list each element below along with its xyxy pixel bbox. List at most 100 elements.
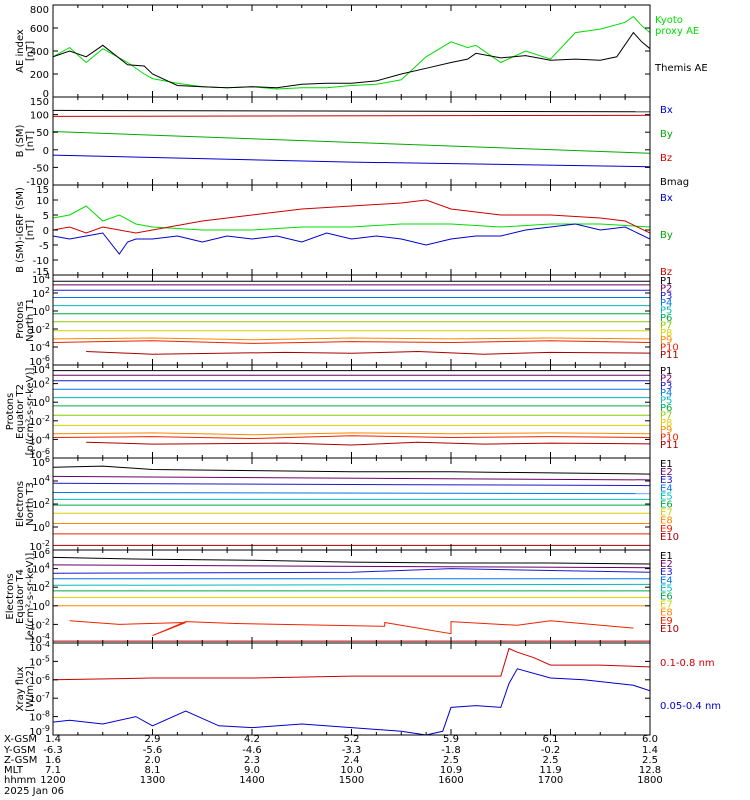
legend-entry: E7 bbox=[660, 600, 673, 611]
y-tick-label: 10-6 bbox=[29, 673, 50, 687]
time-row-value: -5.6 bbox=[143, 745, 163, 756]
legend-entry: P1 bbox=[660, 366, 672, 377]
panel-frame bbox=[52, 549, 651, 644]
y-axis-label: Electrons bbox=[5, 573, 16, 619]
time-row-value: 2.5 bbox=[642, 755, 658, 766]
y-axis-label: [W/m^2] bbox=[25, 666, 36, 712]
series-line-bz bbox=[53, 199, 650, 234]
legend-entry: P1 bbox=[660, 276, 672, 287]
y-tick-label: 100 bbox=[32, 599, 50, 613]
series-group bbox=[53, 647, 650, 735]
y-tick-label: 104 bbox=[32, 362, 50, 376]
panel-xray: 10-910-8 10-7 10-6 10-510-4 Xray flux [W/m^2]… bbox=[15, 640, 721, 738]
legend-entry: P8 bbox=[660, 328, 672, 339]
time-row-value: -1.8 bbox=[441, 745, 461, 756]
time-row-value: 7.1 bbox=[45, 765, 61, 776]
y-tick-label: 10-4 bbox=[29, 340, 50, 354]
time-row-value: 2.9 bbox=[145, 734, 161, 745]
series-line-e2 bbox=[53, 475, 650, 481]
y-tick-label: 150 bbox=[30, 97, 49, 108]
time-row-value: 1500 bbox=[339, 775, 364, 786]
time-row-value: 2.0 bbox=[145, 755, 161, 766]
series-group bbox=[53, 370, 650, 446]
time-row-label: Y-GSM bbox=[3, 745, 36, 756]
time-row-value: 4.2 bbox=[244, 734, 260, 745]
legend-entry: By bbox=[660, 230, 673, 241]
y-tick-label: 10-2 bbox=[29, 414, 50, 428]
series-group bbox=[53, 556, 650, 642]
series-group bbox=[53, 109, 650, 168]
y-tick-label: 106 bbox=[32, 455, 50, 469]
legend-entry: P2 bbox=[660, 283, 672, 294]
y-tick-label: 0 bbox=[43, 226, 49, 237]
legend-entry: E1 bbox=[660, 459, 673, 470]
y-axis-label: [e/(cm²-s-sr-keV)] bbox=[25, 553, 36, 641]
y-axis-label: Equator T4 bbox=[15, 569, 26, 624]
y-tick-label: -10 bbox=[33, 256, 49, 267]
legend-entry: P10 bbox=[660, 343, 679, 354]
legend-entry: P11 bbox=[660, 440, 679, 451]
y-tick-label: 10-4 bbox=[29, 432, 50, 446]
time-row-value: 1.6 bbox=[45, 755, 61, 766]
y-tick-label: 100 bbox=[32, 520, 50, 534]
y-axis-label: AE index bbox=[15, 29, 26, 73]
legend-entry: P5 bbox=[660, 306, 672, 317]
y-axis-label: Xray flux bbox=[15, 667, 26, 712]
time-row-value: 6.0 bbox=[642, 734, 658, 745]
legend-entry: E4 bbox=[660, 483, 673, 494]
y-axis-label: [nT] bbox=[25, 220, 36, 240]
series-line-e1 bbox=[53, 556, 650, 565]
y-tick-label: 10-6 bbox=[29, 354, 50, 368]
series-line-e3 bbox=[53, 482, 650, 487]
legend-entry: Themis AE bbox=[654, 63, 708, 74]
y-axis-label: [nT] bbox=[25, 41, 36, 61]
time-row-value: -3.3 bbox=[342, 745, 362, 756]
series-line-p11 bbox=[86, 350, 650, 355]
legend-entry: E3 bbox=[660, 475, 673, 486]
y-tick-label: 102 bbox=[32, 286, 50, 300]
legend-entry: P3 bbox=[660, 381, 672, 392]
y-tick-label: -5 bbox=[39, 241, 49, 252]
time-row-label: hhmm bbox=[4, 775, 36, 786]
series-line-by bbox=[53, 131, 650, 154]
time-row-value: 1.4 bbox=[45, 734, 61, 745]
y-axis-label: Equator T2 bbox=[15, 384, 26, 439]
legend-entry: E9 bbox=[660, 616, 673, 627]
legend-entry: P4 bbox=[660, 298, 672, 309]
legend-entry: P5 bbox=[660, 396, 672, 407]
time-row-value: 2.3 bbox=[244, 755, 260, 766]
legend-entry: P8 bbox=[660, 418, 672, 429]
time-row-value: 1400 bbox=[239, 775, 264, 786]
series-line-p11 bbox=[86, 441, 650, 446]
legend-entry: E10 bbox=[660, 624, 679, 635]
time-row-value: 2.5 bbox=[543, 755, 559, 766]
panel-frame bbox=[52, 184, 651, 276]
time-row-value: 5.9 bbox=[443, 734, 459, 745]
time-row-label: MLT bbox=[4, 765, 24, 776]
series-line-p9 bbox=[53, 432, 650, 436]
y-tick-label: 0 bbox=[43, 146, 49, 157]
y-tick-label: 102 bbox=[32, 580, 50, 594]
time-row-value: 9.0 bbox=[244, 765, 260, 776]
panel-frame bbox=[52, 274, 651, 366]
time-row-value: 10.0 bbox=[340, 765, 362, 776]
panel-bsm: -100 -50 0 50 100 150 B (SM) [nT] Bx By Bz Bmag bbox=[15, 96, 689, 188]
y-tick-label: 5 bbox=[43, 211, 49, 222]
legend-entry: E7 bbox=[660, 508, 673, 519]
legend-entry: E9 bbox=[660, 524, 673, 535]
legend-entry: Bx bbox=[660, 193, 673, 204]
series-group bbox=[53, 199, 650, 255]
y-tick-label: 400 bbox=[30, 47, 49, 58]
y-tick-label: -50 bbox=[33, 163, 49, 174]
y-tick-label: 104 bbox=[32, 562, 50, 576]
y-tick-label: 10-7 bbox=[29, 691, 50, 705]
legend-entry: P3 bbox=[660, 291, 672, 302]
series-line-e3 bbox=[53, 568, 650, 574]
y-tick-label: 15 bbox=[36, 185, 49, 196]
legend-entry: P7 bbox=[660, 410, 672, 421]
y-tick-label: 10-4 bbox=[29, 640, 50, 654]
legend-entry: E8 bbox=[660, 608, 673, 619]
